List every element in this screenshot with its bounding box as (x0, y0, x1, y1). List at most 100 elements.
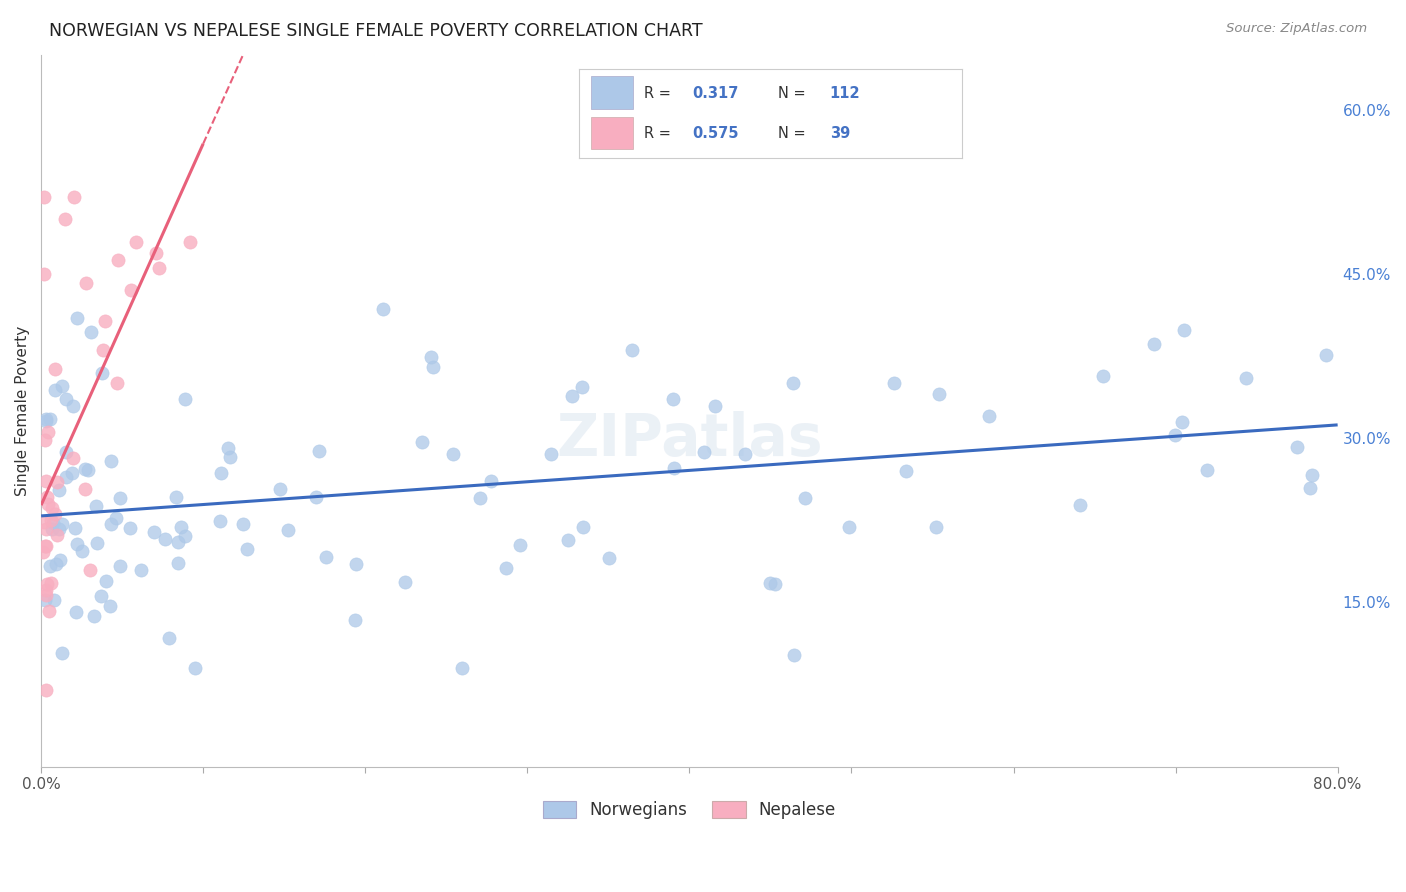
Point (759, 575, 782, 590)
Point (928, 387, 950, 401)
Point (1171, 415, 1194, 429)
Point (179, 235, 201, 250)
Point (783, 648, 806, 663)
Point (165, 490, 187, 504)
Point (108, 559, 131, 574)
Point (883, 376, 905, 391)
Point (65, 605, 87, 619)
Point (51, 646, 73, 660)
Point (107, 252, 129, 267)
Point (75, 277, 97, 291)
Point (344, 613, 367, 627)
Point (100, 516, 122, 531)
Point (108, 491, 131, 505)
Point (46, 528, 69, 542)
Point (170, 519, 193, 533)
Legend: Norwegians, Nepalese: Norwegians, Nepalese (536, 794, 842, 826)
Point (94, 574, 117, 588)
Text: Source: ZipAtlas.com: Source: ZipAtlas.com (1226, 22, 1367, 36)
Point (208, 515, 231, 529)
Point (693, 444, 716, 458)
Point (167, 535, 190, 549)
Point (45, 557, 67, 571)
Point (232, 517, 254, 532)
Point (371, 301, 394, 316)
Point (561, 389, 583, 403)
Point (315, 549, 337, 564)
Point (86, 536, 108, 550)
Point (782, 376, 804, 390)
Point (219, 450, 242, 464)
Point (35, 474, 58, 488)
Point (765, 577, 787, 591)
Point (42, 593, 65, 607)
Point (48, 483, 70, 497)
Point (66, 311, 89, 326)
Point (1197, 463, 1219, 477)
Point (38, 412, 60, 426)
Point (79, 563, 101, 577)
Point (37, 425, 59, 440)
Point (662, 461, 685, 475)
Point (44, 383, 66, 397)
Point (41, 501, 63, 516)
Point (153, 532, 176, 546)
Point (1092, 369, 1115, 384)
Point (77, 463, 100, 477)
Point (557, 533, 579, 548)
Y-axis label: Single Female Poverty: Single Female Poverty (15, 326, 30, 496)
Point (55, 212, 77, 227)
Point (598, 550, 620, 565)
Point (62, 450, 84, 465)
Point (34, 414, 56, 428)
Point (620, 343, 643, 357)
Point (83, 609, 105, 624)
Point (838, 520, 860, 534)
Point (32, 515, 55, 529)
Point (91, 343, 114, 357)
Point (209, 467, 232, 481)
Point (41, 522, 63, 536)
Text: NORWEGIAN VS NEPALESE SINGLE FEMALE POVERTY CORRELATION CHART: NORWEGIAN VS NEPALESE SINGLE FEMALE POVE… (49, 22, 703, 40)
Point (55, 469, 77, 483)
Point (34, 539, 56, 553)
Point (44, 362, 66, 376)
Point (468, 491, 491, 505)
Point (98, 599, 121, 614)
Point (704, 400, 727, 414)
Point (571, 519, 593, 533)
Point (1299, 481, 1322, 495)
Point (1143, 337, 1166, 351)
Point (39, 575, 62, 590)
Point (55, 445, 77, 459)
Point (269, 482, 291, 496)
Point (174, 392, 197, 406)
Point (38, 604, 60, 618)
Point (977, 409, 1000, 423)
Point (70, 543, 93, 558)
Point (157, 631, 180, 645)
Point (794, 491, 817, 506)
Point (35, 588, 58, 602)
Point (422, 359, 444, 374)
Point (35, 582, 58, 597)
Point (48, 522, 70, 536)
Point (73, 483, 96, 497)
Point (55, 392, 77, 406)
Point (308, 444, 330, 458)
Point (105, 510, 128, 524)
Point (91, 366, 114, 380)
Point (174, 529, 197, 543)
Point (51, 379, 73, 393)
Point (184, 661, 207, 675)
Point (540, 447, 562, 461)
Point (73, 462, 96, 476)
Point (35, 682, 58, 697)
Point (37, 576, 59, 591)
Point (100, 454, 122, 468)
Point (42, 516, 65, 530)
Point (39, 513, 62, 527)
Point (571, 380, 593, 394)
Point (166, 556, 188, 570)
Point (90, 589, 112, 603)
